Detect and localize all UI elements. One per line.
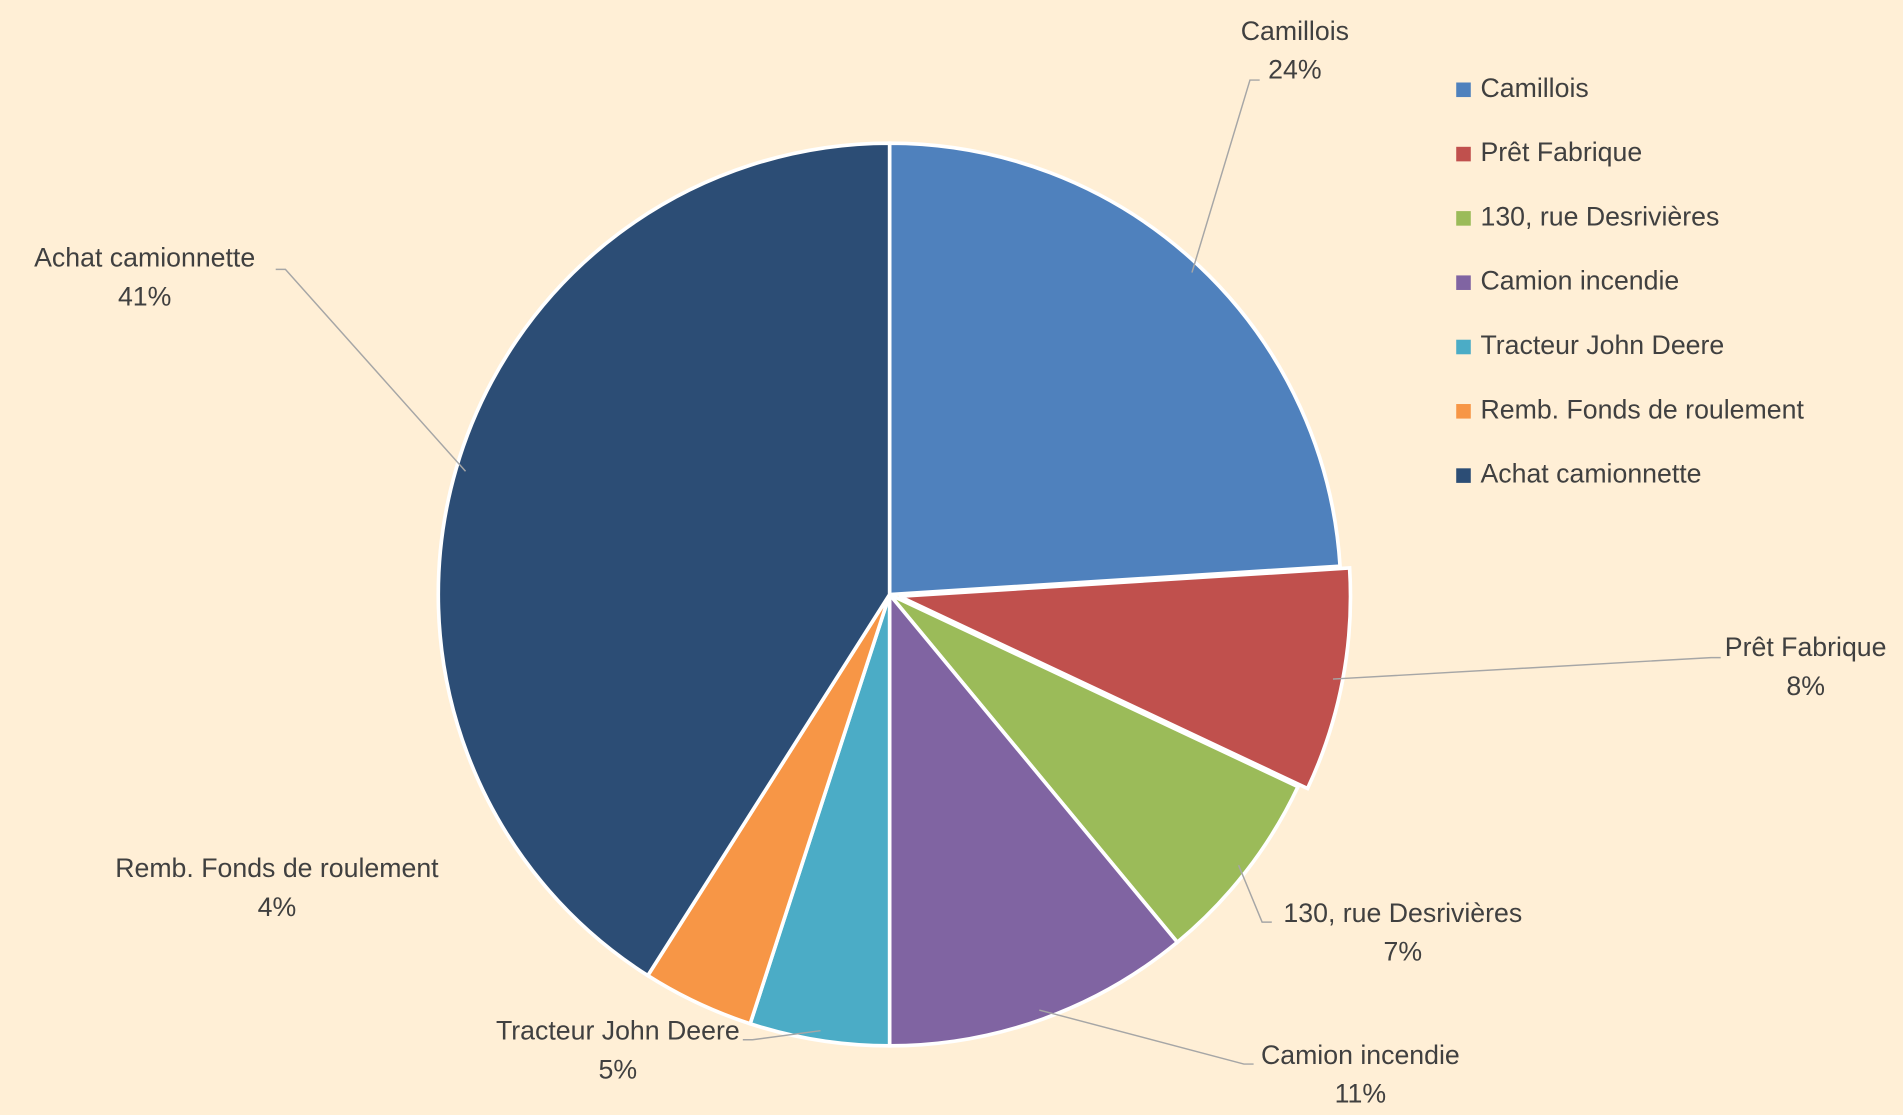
- legend-swatch: [1456, 339, 1471, 355]
- data-label-value: 24%: [1268, 55, 1321, 85]
- pie-slice: [888, 592, 1301, 945]
- pie-slice: [898, 566, 1353, 791]
- legend-label: 130, rue Desrivières: [1480, 201, 1719, 231]
- leader-line: [742, 1029, 821, 1041]
- legend-label: Prêt Fabrique: [1480, 137, 1642, 167]
- data-label-value: 4%: [258, 892, 297, 922]
- data-label-name: Camillois: [1241, 16, 1349, 46]
- data-labels: Camillois 24% Prêt Fabrique 8% 130, rue Desr…: [34, 16, 1886, 1109]
- pie-slice: [887, 589, 1180, 1048]
- data-label-name: Camion incendie: [1261, 1040, 1460, 1070]
- legend-label: Remb. Fonds de roulement: [1480, 394, 1804, 424]
- data-label-value: 41%: [118, 282, 171, 312]
- legend-label: Camillois: [1480, 73, 1588, 103]
- data-label-name: 130, rue Desrivières: [1283, 898, 1522, 928]
- legend-swatch: [1456, 468, 1471, 483]
- legend-label: Camion incendie: [1480, 266, 1679, 296]
- data-label-name: Remb. Fonds de roulement: [115, 853, 439, 883]
- data-label-value: 7%: [1384, 937, 1423, 967]
- data-label-value: 5%: [599, 1054, 638, 1084]
- data-label-name: Tracteur John Deere: [496, 1016, 740, 1046]
- legend: Camillois Prêt Fabrique 130, rue Desrivièr…: [1456, 73, 1804, 489]
- leader-line: [1191, 79, 1260, 273]
- legend-swatch: [1456, 275, 1471, 290]
- leader-line: [1237, 864, 1272, 923]
- legend-swatch: [1456, 211, 1471, 226]
- legend-swatch: [1456, 82, 1471, 98]
- data-label-name: Prêt Fabrique: [1725, 632, 1887, 662]
- legend-swatch: [1456, 146, 1471, 162]
- data-label-value: 8%: [1786, 671, 1825, 701]
- pie-slice: [436, 141, 892, 979]
- slices: [436, 141, 1353, 1048]
- legend-label: Tracteur John Deere: [1480, 330, 1724, 360]
- legend-swatch: [1456, 404, 1471, 419]
- leader-line: [1332, 656, 1721, 680]
- leader-line: [275, 268, 467, 472]
- leader-line: [1039, 1009, 1254, 1065]
- legend-label: Achat camionnette: [1480, 459, 1701, 489]
- pie-slice: [887, 141, 1343, 597]
- data-label-name: Achat camionnette: [34, 243, 255, 273]
- data-label-value: 11%: [1335, 1079, 1386, 1109]
